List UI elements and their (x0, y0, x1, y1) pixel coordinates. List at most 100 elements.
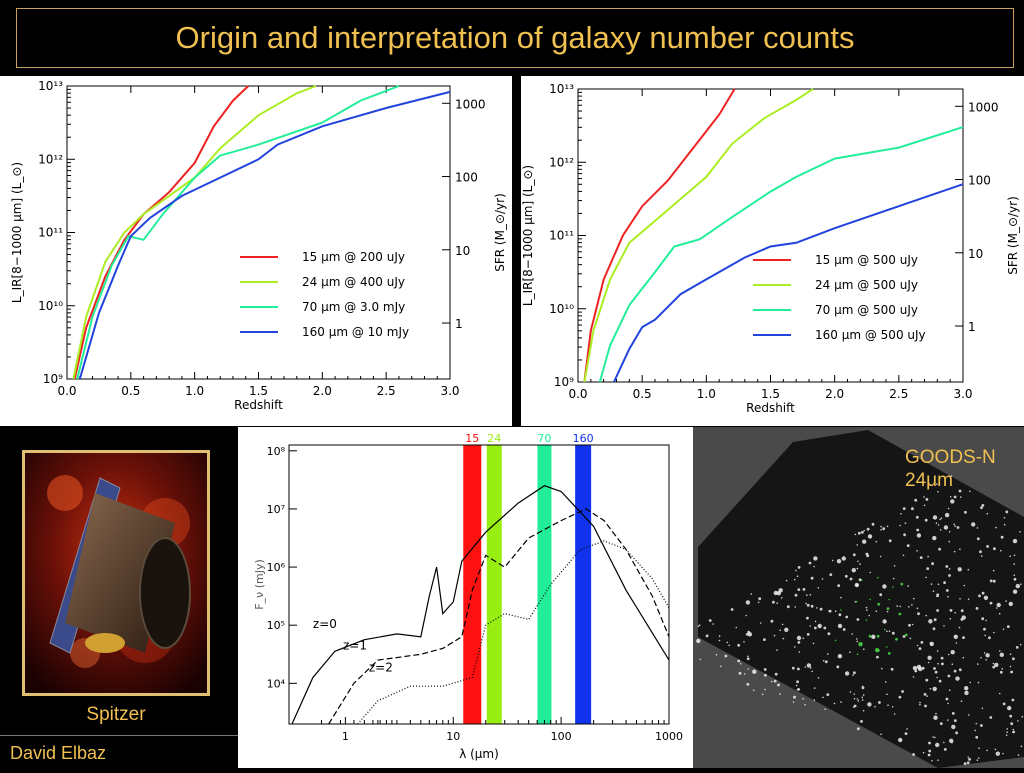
source-dot (928, 741, 931, 745)
source-dot (933, 715, 938, 720)
source-dot (887, 652, 891, 655)
source-dot (764, 673, 767, 677)
source-dot (834, 639, 837, 642)
chart-left: 0.0 0.5 1.0 1.5 2.0 2.5 3.0 Redshift 10⁹ 10¹⁰ 10¹¹… (10, 79, 507, 412)
x-tick-label: 0.0 (57, 384, 76, 398)
source-dot (1006, 728, 1008, 730)
source-dot (959, 548, 961, 550)
x-tick-label: 1.5 (249, 384, 268, 398)
source-dot (977, 663, 979, 665)
source-dot (871, 522, 875, 526)
source-dot (901, 690, 904, 693)
source-dot (761, 693, 764, 696)
source-dot (869, 571, 871, 574)
source-dot (964, 690, 969, 696)
source-dot (937, 524, 940, 526)
source-dot (777, 683, 780, 687)
source-dot (945, 697, 949, 701)
source-dot (948, 568, 951, 570)
source-dot (743, 673, 746, 675)
source-dot (763, 638, 766, 641)
source-dot (898, 695, 902, 699)
source-dot (806, 616, 809, 620)
x-axis-label: λ (μm) (459, 747, 499, 761)
source-dot (918, 647, 922, 650)
source-dot (926, 695, 928, 697)
source-dot (698, 624, 701, 626)
source-dot (935, 522, 938, 524)
y-tick-label: 10⁸ (267, 445, 286, 458)
source-dot (841, 556, 846, 561)
source-dot (871, 634, 876, 639)
source-dot (999, 670, 1003, 674)
source-dot (902, 635, 906, 638)
source-dot (939, 722, 943, 725)
source-dot (947, 674, 951, 678)
legend-label: 15 μm @ 200 uJy (302, 250, 405, 264)
source-dot (904, 633, 908, 637)
source-dot (866, 554, 870, 558)
source-dot (758, 597, 762, 601)
source-dot (985, 653, 990, 658)
source-dot (857, 700, 860, 702)
source-dot (943, 581, 946, 584)
x-tick-label: 100 (551, 730, 572, 743)
source-dot (728, 644, 730, 647)
source-dot (929, 641, 934, 647)
source-dot (951, 663, 954, 665)
source-dot (823, 626, 827, 630)
source-dot (757, 601, 760, 604)
source-dot (925, 498, 929, 501)
source-dot (961, 615, 966, 620)
series-line (72, 85, 317, 380)
source-dot (831, 559, 834, 562)
source-dot (817, 623, 822, 629)
sed-chart-panel: 15 24 70 160 1 10 100 1000 λ (μm) 10⁴ 10⁵ 10⁶ 10⁷ 10⁸… (238, 427, 693, 768)
source-dot (869, 598, 871, 601)
source-dot (912, 753, 915, 756)
source-dot (986, 749, 988, 752)
source-dot (858, 578, 862, 582)
source-dot (854, 601, 857, 603)
source-dot (916, 664, 922, 670)
source-dot (824, 708, 826, 710)
source-dot (802, 588, 806, 591)
source-dot (914, 498, 918, 502)
source-dot (745, 614, 747, 617)
source-dot (995, 751, 1000, 756)
source-dot (947, 719, 949, 721)
source-dot (1013, 563, 1015, 565)
source-dot (984, 634, 986, 637)
source-dot (840, 701, 842, 703)
filter-band-label: 24 (487, 432, 501, 445)
source-dot (998, 612, 1001, 615)
series-line (78, 90, 451, 380)
source-dot (956, 526, 960, 529)
plot-frame (288, 444, 670, 725)
redshift-annotation: z=0 (313, 617, 337, 631)
legend-label: 160 μm @ 10 mJy (302, 325, 409, 339)
source-dot (797, 641, 801, 644)
y-tick-label: 10⁴ (267, 677, 286, 690)
source-dot (886, 610, 889, 613)
source-dot (794, 646, 796, 648)
x-tick-label: 1000 (655, 730, 683, 743)
source-dot (903, 533, 906, 537)
source-dot (962, 636, 965, 639)
source-dot (773, 590, 778, 596)
source-dot (983, 627, 986, 631)
filter-band (463, 445, 482, 724)
source-dot (899, 605, 901, 608)
source-dot (913, 597, 915, 600)
source-dot (1009, 714, 1013, 718)
source-dot (983, 652, 986, 654)
source-dot (902, 507, 906, 510)
source-dot (938, 679, 942, 683)
source-dot (964, 686, 969, 691)
source-dot (726, 641, 728, 644)
x-tick-label: 0.5 (633, 387, 652, 401)
source-dot (718, 639, 721, 642)
title-box: Origin and interpretation of galaxy numb… (16, 8, 1014, 68)
source-dot (1013, 577, 1017, 581)
source-dot (978, 594, 981, 598)
